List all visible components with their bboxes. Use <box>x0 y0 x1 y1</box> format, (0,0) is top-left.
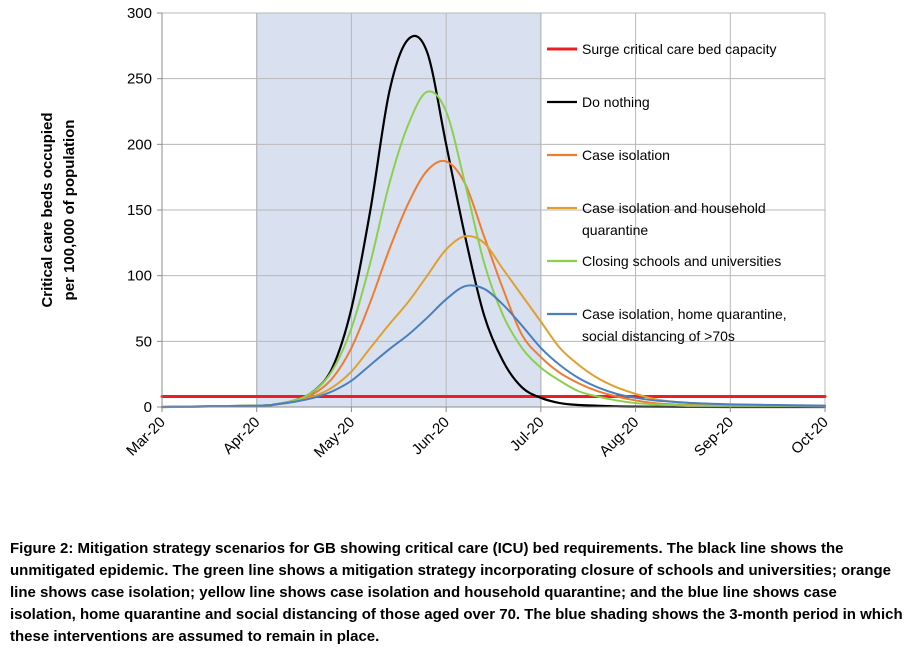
y-tick-label-200: 200 <box>127 136 152 153</box>
x-tick-label-Aug-20: Aug-20 <box>596 414 642 460</box>
legend-label-0-line-0: Surge critical care bed capacity <box>582 41 777 57</box>
x-tick-label-May-20: May-20 <box>311 414 358 461</box>
legend-label-1-line-0: Do nothing <box>582 94 650 110</box>
figure-caption: Figure 2: Mitigation strategy scenarios … <box>10 540 903 645</box>
y-tick-label-300: 300 <box>127 5 152 22</box>
series-line-5 <box>161 284 826 408</box>
y-axis-title-line-1: per 100,000 of population <box>61 120 78 301</box>
x-tick-label-Jul-20: Jul-20 <box>507 414 548 455</box>
legend: Surge critical care bed capacity Do nothi… <box>547 41 787 344</box>
y-tick-label-150: 150 <box>127 202 152 219</box>
legend-label-3-line-0: Case isolation and household <box>582 200 766 216</box>
x-tick-label-Jun-20: Jun-20 <box>409 414 453 458</box>
y-tick-label-50: 50 <box>135 333 152 350</box>
y-tick-label-0: 0 <box>144 399 152 416</box>
series-layer <box>160 34 827 409</box>
legend-label-4-line-0: Closing schools and universities <box>582 253 781 269</box>
x-tick-label-Mar-20: Mar-20 <box>123 414 169 460</box>
legend-label-3-line-1: quarantine <box>582 222 648 238</box>
legend-label-5-line-0: Case isolation, home quarantine, <box>582 306 787 322</box>
y-axis-title-line-0: Critical care beds occupied <box>39 112 56 307</box>
y-tick-label-100: 100 <box>127 268 152 285</box>
chart: 0 50 100 150 200 250 300 Mar-20 Apr-20 May-20 Jun-… <box>39 5 832 461</box>
x-tick-label-Apr-20: Apr-20 <box>220 414 264 458</box>
legend-label-5-line-1: social distancing of >70s <box>582 328 735 344</box>
legend-label-2-line-0: Case isolation <box>582 147 670 163</box>
x-tick-label-Oct-20: Oct-20 <box>788 414 832 458</box>
x-tick-label-Sep-20: Sep-20 <box>691 414 737 460</box>
y-tick-label-250: 250 <box>127 71 152 88</box>
